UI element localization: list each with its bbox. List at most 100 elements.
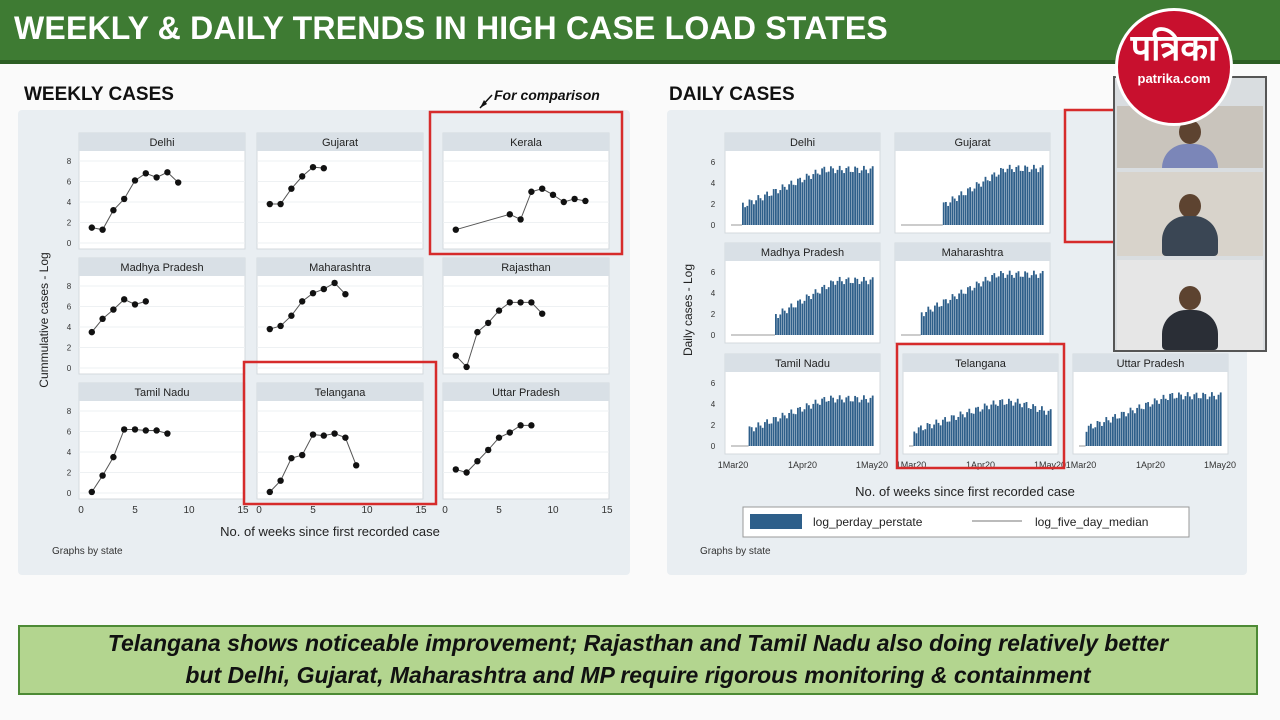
daily-bar: [816, 403, 819, 446]
x-tick-label: 5: [310, 505, 316, 516]
daily-bar: [997, 276, 1000, 335]
daily-bar: [1134, 413, 1136, 446]
daily-bar: [1033, 164, 1035, 225]
daily-bar: [1015, 166, 1018, 225]
y-tick-label: 2: [67, 469, 72, 478]
daily-bar: [1005, 404, 1008, 446]
daily-bar: [797, 407, 799, 446]
data-point: [549, 191, 557, 199]
daily-bar: [854, 166, 856, 225]
daily-bar: [953, 198, 956, 225]
y-tick-label: 6: [67, 428, 72, 437]
daily-bar: [742, 202, 744, 225]
daily-bar: [1208, 396, 1211, 446]
data-point: [88, 488, 96, 496]
daily-bar: [1142, 409, 1145, 446]
x-tick-label: 15: [601, 505, 613, 516]
y-tick-label: 6: [67, 178, 72, 187]
facet-title-kerala: Kerala: [510, 137, 543, 149]
daily-bar: [799, 407, 801, 446]
daily-bar: [827, 287, 830, 335]
daily-bar: [1114, 414, 1116, 446]
data-point: [131, 426, 139, 433]
daily-bar: [783, 310, 786, 335]
daily-bar: [948, 421, 951, 446]
summary-line-2: but Delhi, Gujarat, Maharashtra and MP r…: [185, 662, 1091, 688]
daily-bar: [860, 170, 863, 225]
data-point: [528, 299, 535, 306]
data-point: [277, 200, 284, 208]
daily-bar: [1107, 420, 1110, 446]
daily-bar: [792, 184, 795, 225]
daily-bar: [1094, 427, 1097, 446]
daily-bar: [852, 172, 854, 225]
daily-bar: [838, 395, 841, 446]
daily-bar: [931, 311, 934, 335]
daily-bar: [945, 201, 947, 225]
daily-bar: [819, 404, 821, 446]
facet-title-telangana: Telangana: [315, 387, 367, 399]
facet-madhya-pradesh: [78, 257, 246, 375]
data-point: [528, 188, 535, 195]
data-point: [110, 207, 117, 214]
y-tick-label: 4: [67, 323, 72, 332]
daily-bar: [927, 306, 930, 335]
daily-bar: [960, 191, 963, 225]
daily-bar: [928, 424, 931, 446]
participant-body: [1162, 144, 1218, 168]
participant-head: [1179, 194, 1201, 218]
data-point: [99, 472, 106, 479]
daily-bar: [964, 195, 967, 225]
daily-bar: [1129, 407, 1132, 446]
daily-bar: [1041, 270, 1044, 335]
daily-bar: [841, 281, 843, 335]
daily-bar: [783, 415, 786, 446]
daily-bar: [838, 276, 841, 335]
daily-bar: [1180, 394, 1182, 446]
daily-bar: [934, 305, 936, 335]
facet-title-rajasthan: Rajasthan: [501, 262, 551, 274]
daily-bar: [1136, 407, 1138, 446]
daily-bar: [816, 173, 819, 225]
daily-bar: [981, 409, 984, 446]
daily-bar: [744, 207, 746, 225]
daily-bar: [821, 168, 823, 225]
data-point: [517, 216, 524, 223]
daily-bar: [750, 427, 753, 446]
daily-bar: [847, 395, 850, 446]
y-tick-label: 4: [67, 448, 72, 457]
summary-footer: Telangana shows noticeable improvement; …: [18, 625, 1258, 695]
daily-bar: [777, 318, 779, 335]
daily-bar: [865, 280, 867, 335]
daily-bar: [922, 430, 924, 446]
daily-bar: [933, 424, 935, 446]
data-point: [506, 299, 513, 306]
daily-bar: [962, 195, 965, 225]
data-point: [99, 315, 106, 322]
daily-bar: [790, 303, 793, 335]
daily-bar: [1213, 395, 1215, 446]
daily-bar: [964, 293, 967, 335]
daily-bar: [980, 286, 982, 335]
data-point: [288, 312, 295, 319]
daily-bar: [938, 306, 941, 335]
facet-strip-delhi: [725, 133, 880, 151]
daily-bar: [969, 286, 971, 335]
daily-bar: [757, 195, 760, 225]
daily-bar: [1182, 399, 1185, 446]
daily-bar: [1037, 277, 1040, 335]
daily-bar: [805, 173, 808, 225]
daily-bar: [794, 185, 797, 225]
daily-bar: [1039, 273, 1042, 335]
daily-bar: [761, 427, 764, 446]
daily-bar: [867, 173, 870, 225]
daily-bar: [801, 303, 804, 335]
weekly-graphs-note: Graphs by state: [52, 546, 123, 557]
daily-bar: [805, 403, 808, 446]
data-point: [463, 469, 470, 476]
daily-chart: Delhi 0 2 4 6 Gujarat Madhya Pradesh 0 2 4 6 Mahara…: [681, 108, 1236, 557]
daily-bar: [1103, 422, 1105, 446]
daily-bar: [812, 403, 815, 446]
daily-bar: [1006, 274, 1009, 335]
daily-bar: [799, 177, 801, 225]
